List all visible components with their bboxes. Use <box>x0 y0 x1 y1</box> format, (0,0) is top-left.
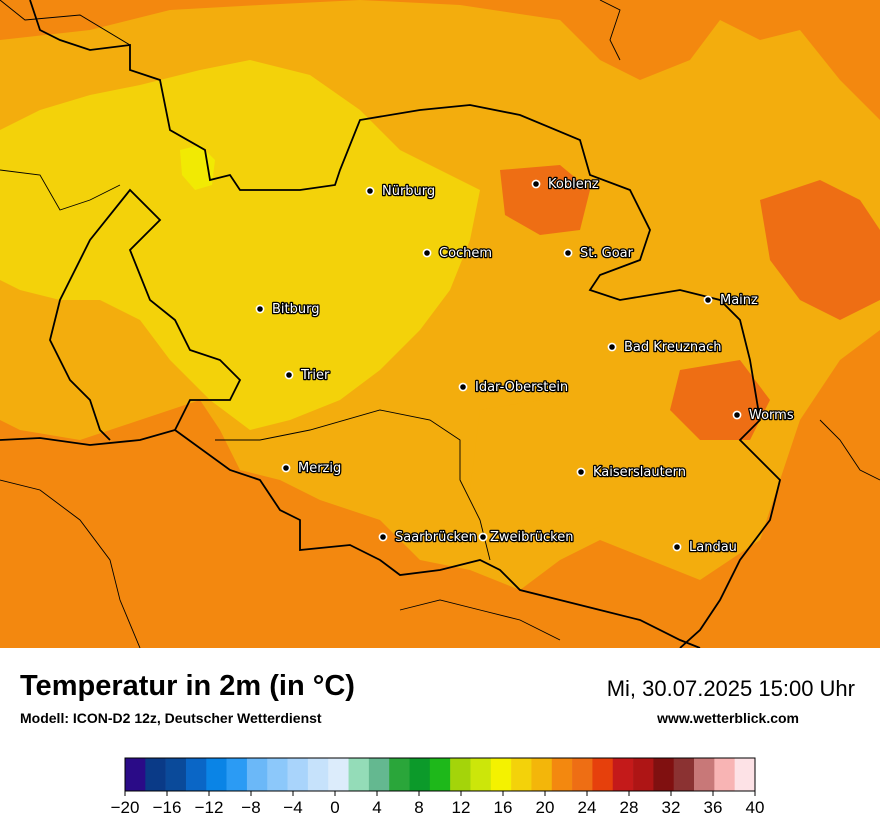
scale-tick-label: 8 <box>414 798 423 817</box>
map-canvas: Nürburg Koblenz Cochem St. Goar Mainz Bitburg… <box>0 0 880 648</box>
scale-swatch <box>145 758 166 791</box>
city-label: Saarbrücken <box>395 530 477 545</box>
city-dot <box>281 463 291 473</box>
scale-swatch <box>226 758 248 791</box>
city-label: Kaiserslautern <box>593 465 686 480</box>
city-markers: Nürburg Koblenz Cochem St. Goar Mainz Bitburg… <box>255 176 795 556</box>
city-label: Worms <box>749 408 794 423</box>
scale-swatch <box>348 758 370 791</box>
city-label: Cochem <box>439 246 492 261</box>
city-label: St. Goar <box>580 246 634 261</box>
city-dot <box>576 467 586 477</box>
scale-tick-label: 16 <box>494 798 513 817</box>
scale-tick-label: −8 <box>241 798 260 817</box>
scale-swatch <box>165 758 187 791</box>
scale-swatch <box>734 758 756 791</box>
scale-tick-label: −16 <box>153 798 182 817</box>
scale-swatch <box>125 758 146 791</box>
scale-swatch <box>612 758 634 791</box>
scale-swatch <box>653 758 675 791</box>
city-label: Nürburg <box>382 184 435 199</box>
scale-swatch <box>714 758 735 791</box>
city-dot <box>563 248 573 258</box>
city-dot <box>378 532 388 542</box>
city-dot <box>703 295 713 305</box>
city-dot <box>607 342 617 352</box>
scale-swatch <box>307 758 329 791</box>
city-dot <box>732 410 742 420</box>
city-label: Bad Kreuznach <box>624 340 722 355</box>
scale-swatch <box>429 758 451 791</box>
city-label: Koblenz <box>548 177 599 192</box>
scale-swatch <box>409 758 431 791</box>
scale-swatch <box>490 758 512 791</box>
scale-swatch <box>267 758 288 791</box>
map-footer: Temperatur in 2m (in °C) Modell: ICON-D2… <box>0 648 880 830</box>
scale-tick-label: 20 <box>536 798 555 817</box>
city-label: Landau <box>689 540 737 555</box>
map-title: Temperatur in 2m (in °C) <box>20 670 355 702</box>
scale-swatch <box>206 758 227 791</box>
scale-swatch <box>389 758 410 791</box>
scale-tick-label: 0 <box>330 798 339 817</box>
city-label: Zweibrücken <box>490 530 573 545</box>
border-line <box>174 429 701 648</box>
scale-swatch <box>694 758 715 791</box>
city-label: Trier <box>300 368 330 383</box>
temperature-field-hot-koblenz <box>500 165 590 235</box>
scale-swatch <box>450 758 471 791</box>
temperature-field-yellow <box>0 60 480 430</box>
temperature-field-amber-south <box>470 400 640 540</box>
city-dot <box>672 542 682 552</box>
scale-swatch <box>470 758 492 791</box>
scale-tick-label: 4 <box>372 798 381 817</box>
scale-tick-label: −4 <box>283 798 302 817</box>
temperature-field-hot-worms <box>670 360 770 440</box>
scale-swatch <box>592 758 614 791</box>
scale-swatch <box>572 758 593 791</box>
scale-swatch <box>368 758 390 791</box>
scale-swatch <box>287 758 309 791</box>
scale-swatch <box>551 758 573 791</box>
border-line <box>29 0 781 648</box>
scale-swatch <box>246 758 268 791</box>
temperature-map[interactable]: Nürburg Koblenz Cochem St. Goar Mainz Bitburg… <box>0 0 880 648</box>
city-dot <box>458 382 468 392</box>
scale-tick-label: −12 <box>195 798 224 817</box>
scale-tick-label: 24 <box>578 798 597 817</box>
scale-swatch <box>185 758 207 791</box>
scale-tick-label: −20 <box>111 798 140 817</box>
scale-tick-label: 32 <box>662 798 681 817</box>
scale-tick-label: 12 <box>452 798 471 817</box>
temperature-field-hot-east <box>760 180 880 320</box>
forecast-datetime: Mi, 30.07.2025 15:00 Uhr <box>606 676 855 701</box>
city-dot <box>284 370 294 380</box>
city-label: Idar-Oberstein <box>475 380 568 395</box>
scale-swatch <box>531 758 553 791</box>
city-label: Merzig <box>298 461 341 476</box>
scale-swatches <box>124 757 756 792</box>
border-line <box>0 188 242 446</box>
scale-ticks: −20 −16 −12 −8 −4 0 4 8 12 16 20 24 28 32 36 40 <box>111 791 765 817</box>
city-dot <box>365 186 375 196</box>
city-dot <box>422 248 432 258</box>
scale-outline <box>124 757 756 792</box>
city-dot <box>531 179 541 189</box>
source-link[interactable]: www.wetterblick.com <box>657 710 799 726</box>
scale-swatch <box>328 758 349 791</box>
model-info: Modell: ICON-D2 12z, Deutscher Wetterdie… <box>20 710 322 726</box>
city-label: Mainz <box>720 293 758 308</box>
scale-tick-label: 40 <box>746 798 765 817</box>
scale-tick-label: 36 <box>704 798 723 817</box>
city-dot <box>255 304 265 314</box>
temperature-color-scale: −20 −16 −12 −8 −4 0 4 8 12 16 20 24 28 32 36 40 <box>111 757 765 817</box>
state-line <box>0 0 880 648</box>
scale-tick-label: 28 <box>620 798 639 817</box>
scale-swatch <box>633 758 654 791</box>
scale-swatch <box>673 758 695 791</box>
city-dot <box>478 532 488 542</box>
city-label: Bitburg <box>272 302 320 317</box>
scale-swatch <box>511 758 532 791</box>
